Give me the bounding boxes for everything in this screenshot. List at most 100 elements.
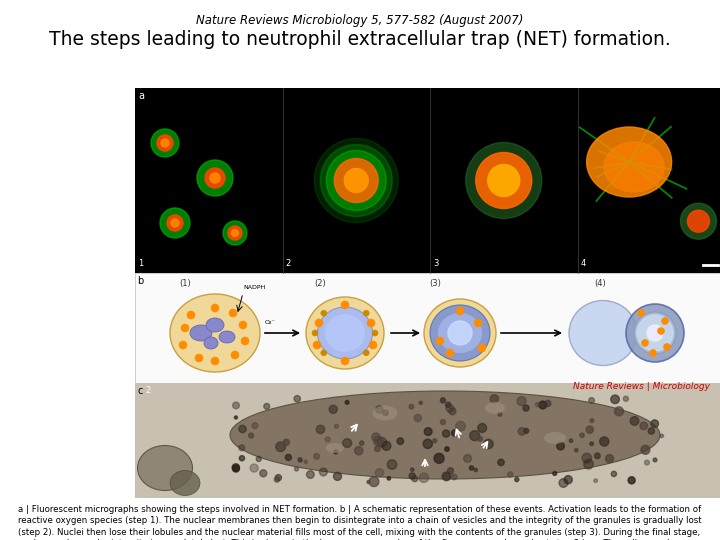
Circle shape bbox=[320, 145, 392, 217]
Circle shape bbox=[662, 318, 668, 325]
Circle shape bbox=[419, 473, 428, 483]
Circle shape bbox=[233, 465, 239, 472]
Circle shape bbox=[594, 479, 598, 483]
Circle shape bbox=[313, 341, 321, 349]
Circle shape bbox=[304, 460, 307, 463]
Circle shape bbox=[232, 230, 238, 237]
Text: c: c bbox=[137, 386, 143, 396]
Circle shape bbox=[157, 135, 173, 151]
Circle shape bbox=[474, 468, 477, 471]
Circle shape bbox=[369, 477, 379, 487]
Circle shape bbox=[367, 481, 370, 483]
Circle shape bbox=[478, 344, 486, 352]
Text: 1: 1 bbox=[138, 259, 143, 268]
Circle shape bbox=[167, 215, 183, 231]
Circle shape bbox=[443, 430, 449, 437]
Circle shape bbox=[582, 453, 592, 463]
Circle shape bbox=[449, 408, 456, 415]
Circle shape bbox=[442, 472, 451, 481]
Ellipse shape bbox=[544, 432, 566, 444]
Circle shape bbox=[232, 464, 240, 471]
Circle shape bbox=[539, 401, 546, 409]
Circle shape bbox=[205, 168, 225, 188]
Text: 3: 3 bbox=[433, 259, 438, 268]
Circle shape bbox=[564, 476, 572, 484]
Circle shape bbox=[640, 422, 647, 430]
Bar bbox=[135, 383, 720, 498]
Circle shape bbox=[433, 438, 437, 443]
Circle shape bbox=[314, 454, 320, 459]
Text: O₂⁻: O₂⁻ bbox=[265, 321, 276, 326]
Circle shape bbox=[211, 357, 219, 365]
Circle shape bbox=[414, 414, 421, 422]
Circle shape bbox=[333, 450, 338, 454]
Circle shape bbox=[508, 472, 513, 477]
Ellipse shape bbox=[372, 406, 397, 421]
Circle shape bbox=[294, 467, 299, 471]
Circle shape bbox=[484, 439, 493, 449]
Ellipse shape bbox=[230, 391, 660, 479]
Circle shape bbox=[342, 358, 348, 364]
Ellipse shape bbox=[587, 127, 672, 197]
Circle shape bbox=[363, 350, 369, 356]
Circle shape bbox=[445, 447, 449, 451]
Circle shape bbox=[316, 425, 325, 434]
Circle shape bbox=[233, 402, 239, 409]
Circle shape bbox=[409, 404, 414, 409]
Circle shape bbox=[341, 357, 349, 365]
Circle shape bbox=[250, 464, 258, 472]
Circle shape bbox=[424, 428, 432, 435]
Circle shape bbox=[354, 447, 363, 455]
Circle shape bbox=[342, 302, 348, 308]
Circle shape bbox=[195, 354, 203, 362]
Circle shape bbox=[181, 324, 189, 332]
Circle shape bbox=[606, 455, 613, 463]
Circle shape bbox=[333, 472, 341, 481]
Circle shape bbox=[570, 439, 572, 442]
Ellipse shape bbox=[318, 307, 372, 359]
Ellipse shape bbox=[424, 299, 496, 367]
Circle shape bbox=[441, 420, 446, 424]
Circle shape bbox=[315, 319, 323, 327]
Circle shape bbox=[372, 330, 378, 336]
Circle shape bbox=[523, 405, 529, 411]
Circle shape bbox=[409, 473, 415, 479]
Text: Nature Reviews Microbiology 5, 577-582 (August 2007): Nature Reviews Microbiology 5, 577-582 (… bbox=[197, 14, 523, 27]
Circle shape bbox=[363, 310, 369, 316]
Ellipse shape bbox=[485, 402, 505, 414]
Text: 2: 2 bbox=[145, 386, 150, 395]
Circle shape bbox=[446, 402, 451, 407]
Circle shape bbox=[423, 439, 433, 448]
Circle shape bbox=[644, 460, 649, 465]
Circle shape bbox=[466, 143, 541, 219]
Circle shape bbox=[235, 416, 238, 419]
Ellipse shape bbox=[190, 325, 212, 341]
Circle shape bbox=[456, 307, 464, 315]
Circle shape bbox=[474, 319, 482, 327]
Circle shape bbox=[688, 210, 709, 232]
Ellipse shape bbox=[626, 304, 684, 362]
Circle shape bbox=[637, 315, 673, 351]
Circle shape bbox=[553, 471, 557, 475]
Circle shape bbox=[298, 458, 302, 462]
Text: a: a bbox=[138, 91, 144, 101]
Circle shape bbox=[586, 426, 593, 433]
Circle shape bbox=[476, 152, 532, 208]
Circle shape bbox=[260, 470, 267, 477]
Circle shape bbox=[377, 437, 387, 447]
Circle shape bbox=[419, 401, 423, 404]
Ellipse shape bbox=[326, 443, 344, 453]
Circle shape bbox=[229, 309, 237, 317]
Circle shape bbox=[477, 436, 482, 441]
Circle shape bbox=[498, 413, 502, 416]
Circle shape bbox=[387, 477, 390, 480]
Circle shape bbox=[248, 433, 253, 438]
Circle shape bbox=[469, 431, 480, 441]
Circle shape bbox=[307, 471, 314, 478]
Circle shape bbox=[239, 456, 245, 461]
Circle shape bbox=[256, 456, 261, 462]
Circle shape bbox=[359, 441, 364, 445]
Ellipse shape bbox=[138, 446, 192, 490]
Circle shape bbox=[325, 437, 330, 442]
Circle shape bbox=[376, 406, 383, 413]
